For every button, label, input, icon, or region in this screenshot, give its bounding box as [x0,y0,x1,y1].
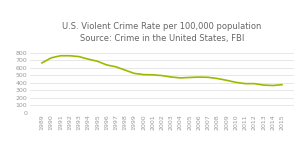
Title: U.S. Violent Crime Rate per 100,000 population
Source: Crime in the United State: U.S. Violent Crime Rate per 100,000 popu… [62,22,262,43]
